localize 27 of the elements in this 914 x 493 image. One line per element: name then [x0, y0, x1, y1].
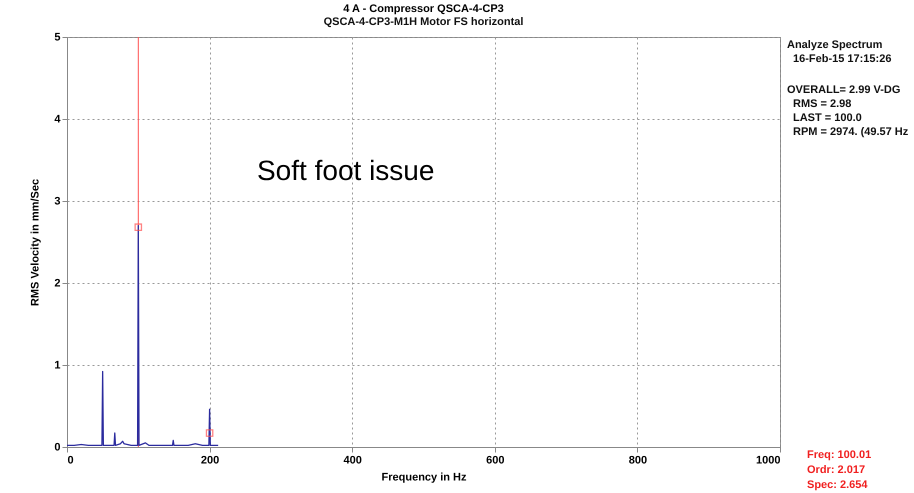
annotation: Soft foot issue — [257, 155, 434, 186]
x-tick-label: 600 — [486, 454, 504, 466]
x-tick-label: 1000 — [756, 454, 780, 466]
text: Ordr: 2.017 — [807, 464, 866, 476]
text: OVERALL= 2.99 V-DG — [787, 84, 900, 96]
text: Analyze Spectrum — [787, 39, 883, 51]
text: Spec: 2.654 — [807, 479, 868, 491]
y-tick-label: 4 — [54, 114, 62, 126]
text: RMS = 2.98 — [793, 98, 852, 110]
y-tick-label: 2 — [54, 278, 60, 290]
text: Freq: 100.01 — [807, 449, 872, 461]
x-tick-label: 400 — [344, 454, 362, 466]
line-series — [66, 224, 219, 446]
x-tick-label: 800 — [628, 454, 648, 466]
text: 16-Feb-15 17:15:26 — [793, 53, 892, 65]
chart-title: 4 A - Compressor QSCA-4-CP3 — [343, 3, 504, 15]
chart-subtitle: QSCA-4-CP3-M1H Motor FS horizontal — [324, 16, 524, 28]
text: RPM = 2974. (49.57 Hz — [793, 126, 909, 138]
y-tick-label: 5 — [54, 32, 60, 44]
text: LAST = 100.0 — [793, 112, 862, 124]
x-tick-label: 200 — [200, 454, 220, 466]
y-axis-title: RMS Velocity in mm/Sec — [29, 178, 42, 306]
y-tick-label: 0 — [54, 442, 60, 454]
y-tick-label: 1 — [54, 360, 60, 372]
x-axis-title: Frequency in Hz — [382, 472, 467, 484]
x-tick-label: 0 — [68, 454, 74, 466]
y-tick-label: 3 — [54, 196, 60, 208]
